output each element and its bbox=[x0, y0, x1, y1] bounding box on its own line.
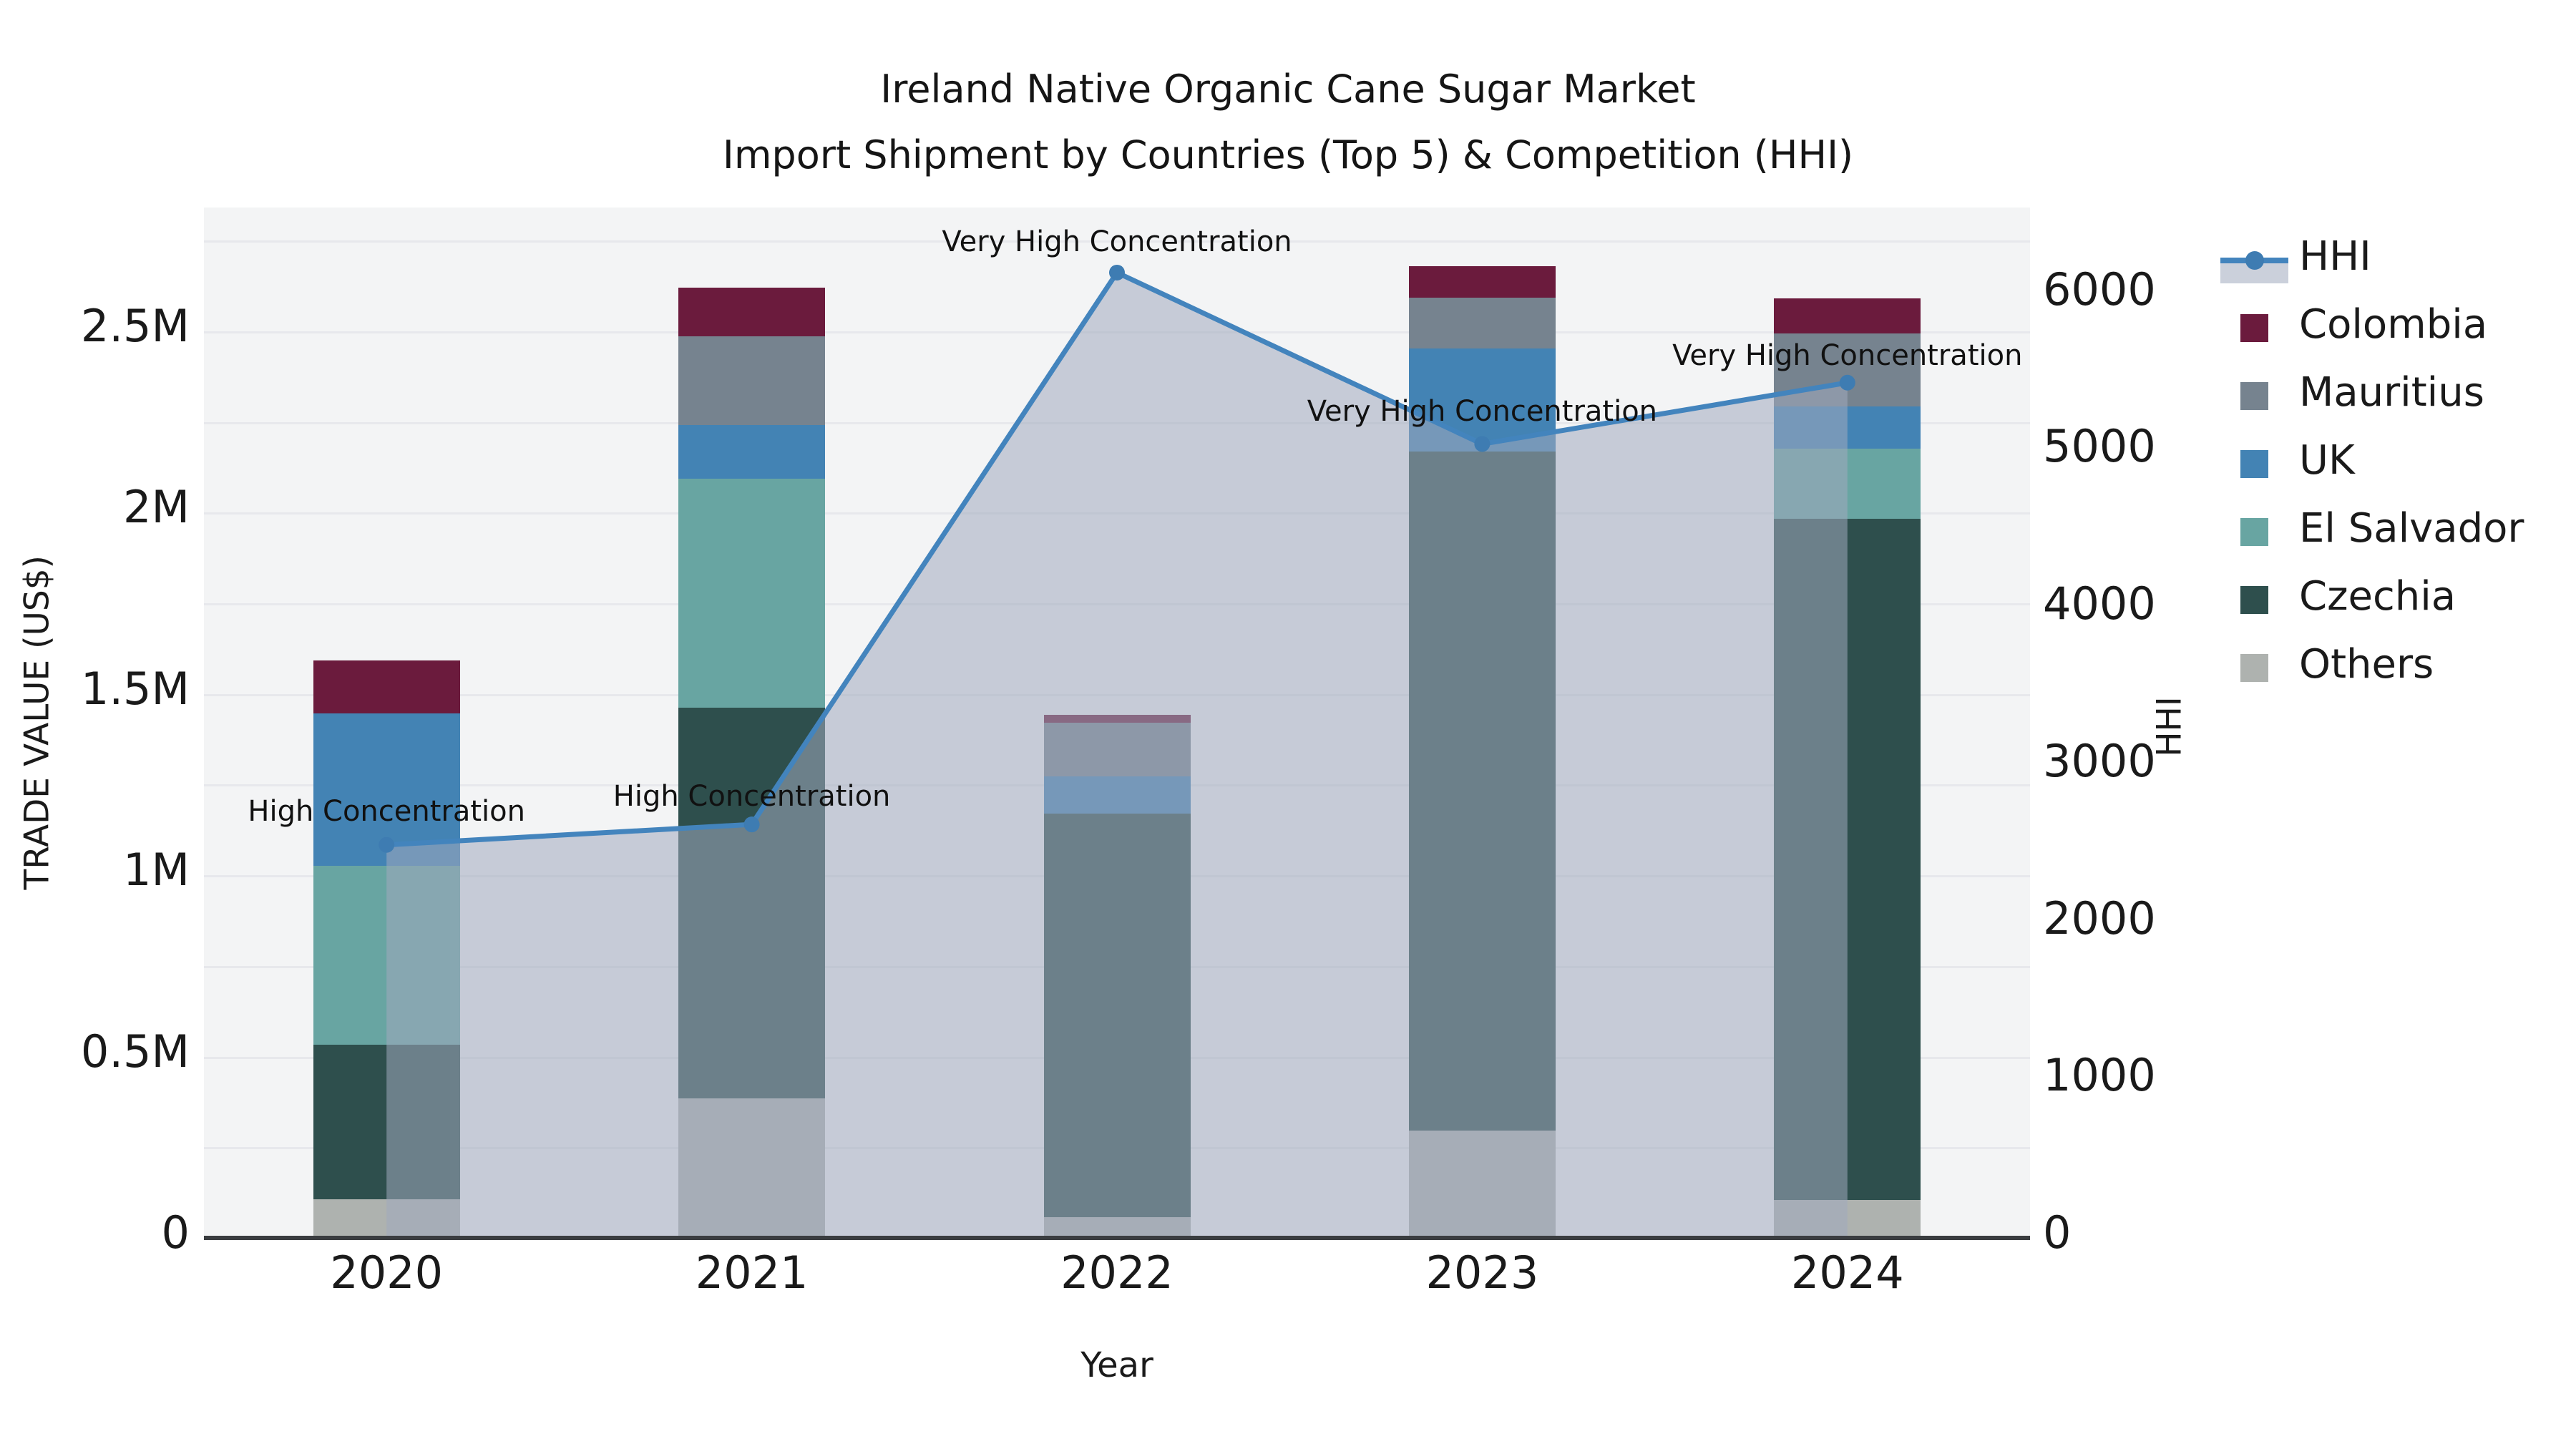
bar-segment-uk-2021 bbox=[678, 425, 826, 479]
bar-segment-el-salvador-2021 bbox=[678, 479, 826, 708]
y-tick-left-1.5M: 1.5M bbox=[80, 662, 190, 715]
x-tick-2020: 2020 bbox=[330, 1246, 444, 1299]
y-tick-left-1M: 1M bbox=[123, 844, 190, 897]
legend-swatch-colombia bbox=[2240, 314, 2268, 342]
y-tick-right-6000: 6000 bbox=[2043, 263, 2156, 316]
hhi-marker-2021 bbox=[743, 816, 760, 833]
legend-swatch-others bbox=[2240, 654, 2268, 682]
y-tick-left-2M: 2M bbox=[123, 481, 190, 534]
annotation-2021: High Concentration bbox=[613, 779, 891, 813]
y-tick-right-2000: 2000 bbox=[2043, 892, 2156, 945]
legend-label-czechia: Czechia bbox=[2299, 573, 2457, 620]
bar-segment-colombia-2020 bbox=[313, 660, 460, 713]
y-tick-right-5000: 5000 bbox=[2043, 420, 2156, 473]
legend-swatch-el-salvador bbox=[2240, 518, 2268, 546]
legend-label-hhi: HHI bbox=[2299, 233, 2371, 280]
x-tick-2022: 2022 bbox=[1060, 1246, 1174, 1299]
legend-swatch-uk bbox=[2240, 450, 2268, 478]
legend-label-mauritius: Mauritius bbox=[2299, 369, 2484, 416]
x-tick-2023: 2023 bbox=[1425, 1246, 1539, 1299]
hhi-marker-2020 bbox=[379, 836, 395, 853]
x-axis-line bbox=[204, 1236, 2030, 1240]
chart-title-line1: Ireland Native Organic Cane Sugar Market bbox=[880, 67, 1696, 112]
annotation-2023: Very High Concentration bbox=[1307, 394, 1658, 428]
y-axis-right-label: HHI bbox=[2150, 696, 2190, 757]
y-tick-right-1000: 1000 bbox=[2043, 1049, 2156, 1102]
legend-hhi-marker-icon bbox=[2245, 251, 2264, 270]
y-axis-left-label: TRADE VALUE (US$) bbox=[17, 555, 57, 890]
x-tick-2024: 2024 bbox=[1790, 1246, 1904, 1299]
bar-segment-colombia-2023 bbox=[1408, 265, 1556, 298]
legend-swatch-mauritius bbox=[2240, 382, 2268, 410]
y-tick-left-0: 0 bbox=[161, 1206, 190, 1259]
chart-title-line2: Import Shipment by Countries (Top 5) & C… bbox=[722, 132, 1854, 177]
legend-label-el-salvador: El Salvador bbox=[2299, 505, 2524, 552]
x-axis-label: Year bbox=[1080, 1345, 1153, 1385]
hhi-marker-2022 bbox=[1109, 264, 1125, 280]
hhi-marker-2024 bbox=[1839, 374, 1855, 391]
bar-segment-colombia-2021 bbox=[678, 288, 826, 337]
legend-label-others: Others bbox=[2299, 641, 2434, 688]
annotation-2024: Very High Concentration bbox=[1672, 338, 2023, 372]
annotation-2022: Very High Concentration bbox=[942, 225, 1292, 259]
y-tick-left-0.5M: 0.5M bbox=[80, 1025, 190, 1078]
hhi-area-fill bbox=[386, 272, 1848, 1236]
legend-label-colombia: Colombia bbox=[2299, 301, 2488, 348]
bar-segment-mauritius-2023 bbox=[1408, 297, 1556, 348]
bar-segment-colombia-2024 bbox=[1774, 298, 1921, 333]
hhi-marker-2023 bbox=[1474, 436, 1491, 452]
y-tick-right-4000: 4000 bbox=[2043, 577, 2156, 630]
annotation-2020: High Concentration bbox=[248, 794, 525, 828]
bar-segment-mauritius-2021 bbox=[678, 336, 826, 426]
chart-title: Ireland Native Organic Cane Sugar Market… bbox=[0, 57, 2576, 188]
legend-label-uk: UK bbox=[2299, 437, 2355, 484]
y-tick-left-2.5M: 2.5M bbox=[80, 299, 190, 352]
x-tick-2021: 2021 bbox=[695, 1246, 809, 1299]
gridline bbox=[204, 240, 2030, 243]
legend-swatch-czechia bbox=[2240, 586, 2268, 614]
y-tick-right-3000: 3000 bbox=[2043, 734, 2156, 787]
y-tick-right-0: 0 bbox=[2043, 1206, 2072, 1259]
